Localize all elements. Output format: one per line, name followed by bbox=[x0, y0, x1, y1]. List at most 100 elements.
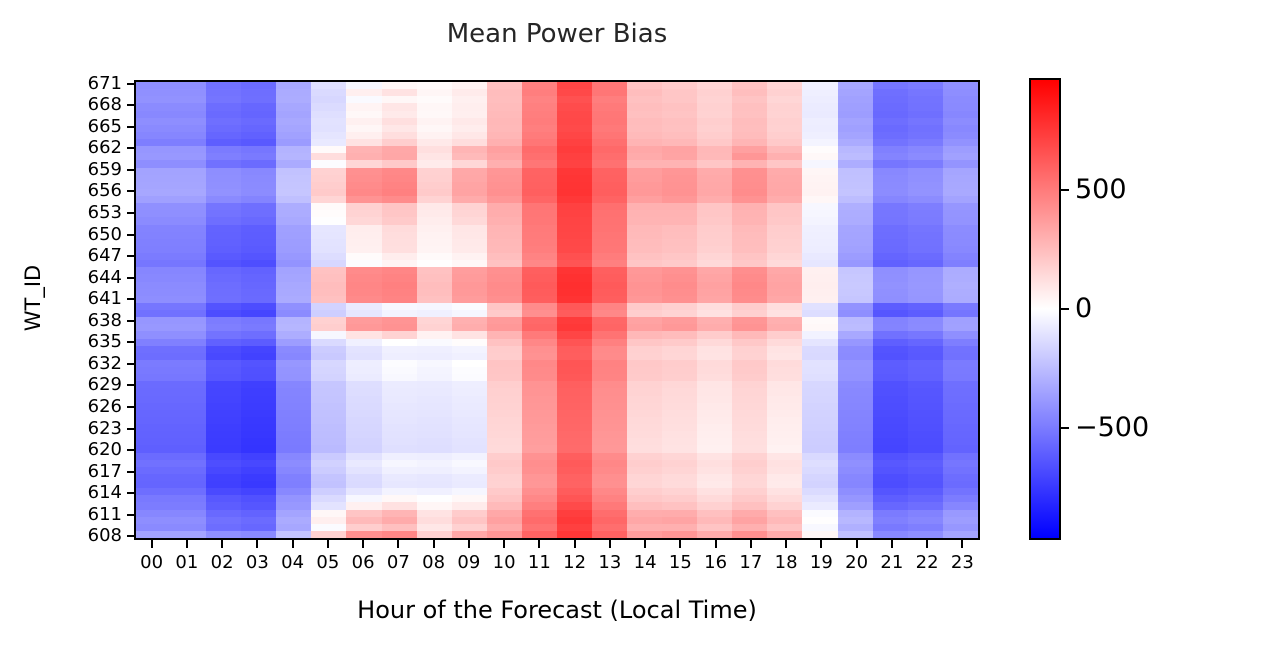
heatmap-cell bbox=[802, 317, 838, 325]
heatmap-cell bbox=[592, 238, 628, 246]
heatmap-row bbox=[136, 146, 978, 154]
heatmap-cell bbox=[556, 96, 593, 104]
heatmap-cell bbox=[521, 253, 557, 261]
heatmap-cell bbox=[907, 402, 943, 410]
heatmap-cell bbox=[171, 274, 207, 282]
heatmap-cell bbox=[662, 267, 698, 275]
heatmap-cell bbox=[136, 302, 172, 310]
heatmap-cell bbox=[521, 174, 557, 182]
x-tick-mark bbox=[573, 540, 576, 548]
heatmap-cell bbox=[872, 530, 908, 538]
heatmap-cell bbox=[802, 445, 838, 453]
heatmap-cell bbox=[942, 352, 978, 360]
heatmap-cell bbox=[451, 231, 487, 239]
heatmap-cell bbox=[346, 139, 382, 147]
heatmap-cell bbox=[732, 188, 768, 196]
heatmap-cell bbox=[381, 302, 417, 310]
heatmap-cell bbox=[802, 416, 838, 424]
heatmap-cell bbox=[521, 146, 557, 154]
heatmap-cell bbox=[802, 196, 838, 204]
heatmap-cell bbox=[311, 502, 347, 510]
heatmap-cell bbox=[732, 466, 768, 474]
heatmap-cell bbox=[486, 416, 522, 424]
heatmap-cell bbox=[592, 481, 628, 489]
heatmap-cell bbox=[346, 509, 382, 517]
heatmap-cell bbox=[697, 103, 733, 111]
heatmap-cell bbox=[837, 188, 873, 196]
heatmap-cell bbox=[451, 174, 487, 182]
heatmap-cell bbox=[171, 281, 207, 289]
heatmap-cell bbox=[381, 295, 417, 303]
heatmap-cell bbox=[767, 409, 803, 417]
heatmap-cell bbox=[907, 324, 943, 332]
heatmap-cell bbox=[136, 188, 172, 196]
heatmap-cell bbox=[802, 310, 838, 318]
heatmap-cell bbox=[697, 509, 733, 517]
heatmap-cell bbox=[521, 381, 557, 389]
heatmap-row bbox=[136, 509, 978, 517]
heatmap-cell bbox=[697, 409, 733, 417]
heatmap-cell bbox=[171, 224, 207, 232]
heatmap-row bbox=[136, 338, 978, 346]
heatmap-cell bbox=[276, 359, 312, 367]
heatmap-cell bbox=[521, 317, 557, 325]
heatmap-cell bbox=[556, 260, 593, 268]
heatmap-cell bbox=[171, 89, 207, 97]
heatmap-cell bbox=[206, 245, 242, 253]
heatmap-cell bbox=[346, 253, 382, 261]
heatmap-cell bbox=[206, 481, 242, 489]
heatmap-cell bbox=[381, 210, 417, 218]
y-tick-label: 608 bbox=[87, 525, 122, 547]
heatmap-cell bbox=[276, 146, 312, 154]
heatmap-cell bbox=[872, 445, 908, 453]
heatmap-cell bbox=[346, 124, 382, 132]
heatmap-cell bbox=[521, 110, 557, 118]
heatmap-cell bbox=[662, 445, 698, 453]
heatmap-cell bbox=[416, 281, 452, 289]
page-title: Mean Power Bias bbox=[446, 19, 668, 49]
heatmap-cell bbox=[311, 231, 347, 239]
heatmap-cell bbox=[241, 146, 277, 154]
x-tick-mark bbox=[749, 540, 752, 548]
heatmap-cell bbox=[136, 352, 172, 360]
heatmap-row bbox=[136, 331, 978, 339]
heatmap-cell bbox=[592, 310, 628, 318]
heatmap-cell bbox=[451, 253, 487, 261]
heatmap-cell bbox=[627, 181, 663, 189]
heatmap-cell bbox=[556, 438, 593, 446]
heatmap-cell bbox=[837, 438, 873, 446]
heatmap-cell bbox=[556, 89, 593, 97]
heatmap-cell bbox=[732, 416, 768, 424]
heatmap-cell bbox=[872, 196, 908, 204]
heatmap-cell bbox=[802, 82, 838, 90]
heatmap-cell bbox=[171, 217, 207, 225]
heatmap-cell bbox=[767, 253, 803, 261]
heatmap-cell bbox=[627, 345, 663, 353]
heatmap-cell bbox=[837, 260, 873, 268]
heatmap-cell bbox=[521, 331, 557, 339]
heatmap-cell bbox=[627, 388, 663, 396]
heatmap-cell bbox=[416, 238, 452, 246]
heatmap-cell bbox=[627, 438, 663, 446]
heatmap-cell bbox=[451, 374, 487, 382]
heatmap-cell bbox=[942, 302, 978, 310]
heatmap-cell bbox=[697, 302, 733, 310]
heatmap-cell bbox=[276, 338, 312, 346]
x-tick-mark bbox=[855, 540, 858, 548]
heatmap-cell bbox=[732, 167, 768, 175]
heatmap-cell bbox=[942, 188, 978, 196]
heatmap-cell bbox=[136, 438, 172, 446]
heatmap-cell bbox=[556, 274, 593, 282]
y-tick-label: 662 bbox=[87, 137, 122, 159]
heatmap-cell bbox=[662, 82, 698, 90]
heatmap-cell bbox=[346, 523, 382, 531]
heatmap-cell bbox=[837, 167, 873, 175]
heatmap-cell bbox=[486, 509, 522, 517]
heatmap-cell bbox=[697, 516, 733, 524]
heatmap-cell bbox=[136, 338, 172, 346]
heatmap-cell bbox=[136, 359, 172, 367]
heatmap-cell bbox=[837, 253, 873, 261]
heatmap-cell bbox=[837, 89, 873, 97]
heatmap-cell bbox=[486, 131, 522, 139]
heatmap-cell bbox=[206, 103, 242, 111]
